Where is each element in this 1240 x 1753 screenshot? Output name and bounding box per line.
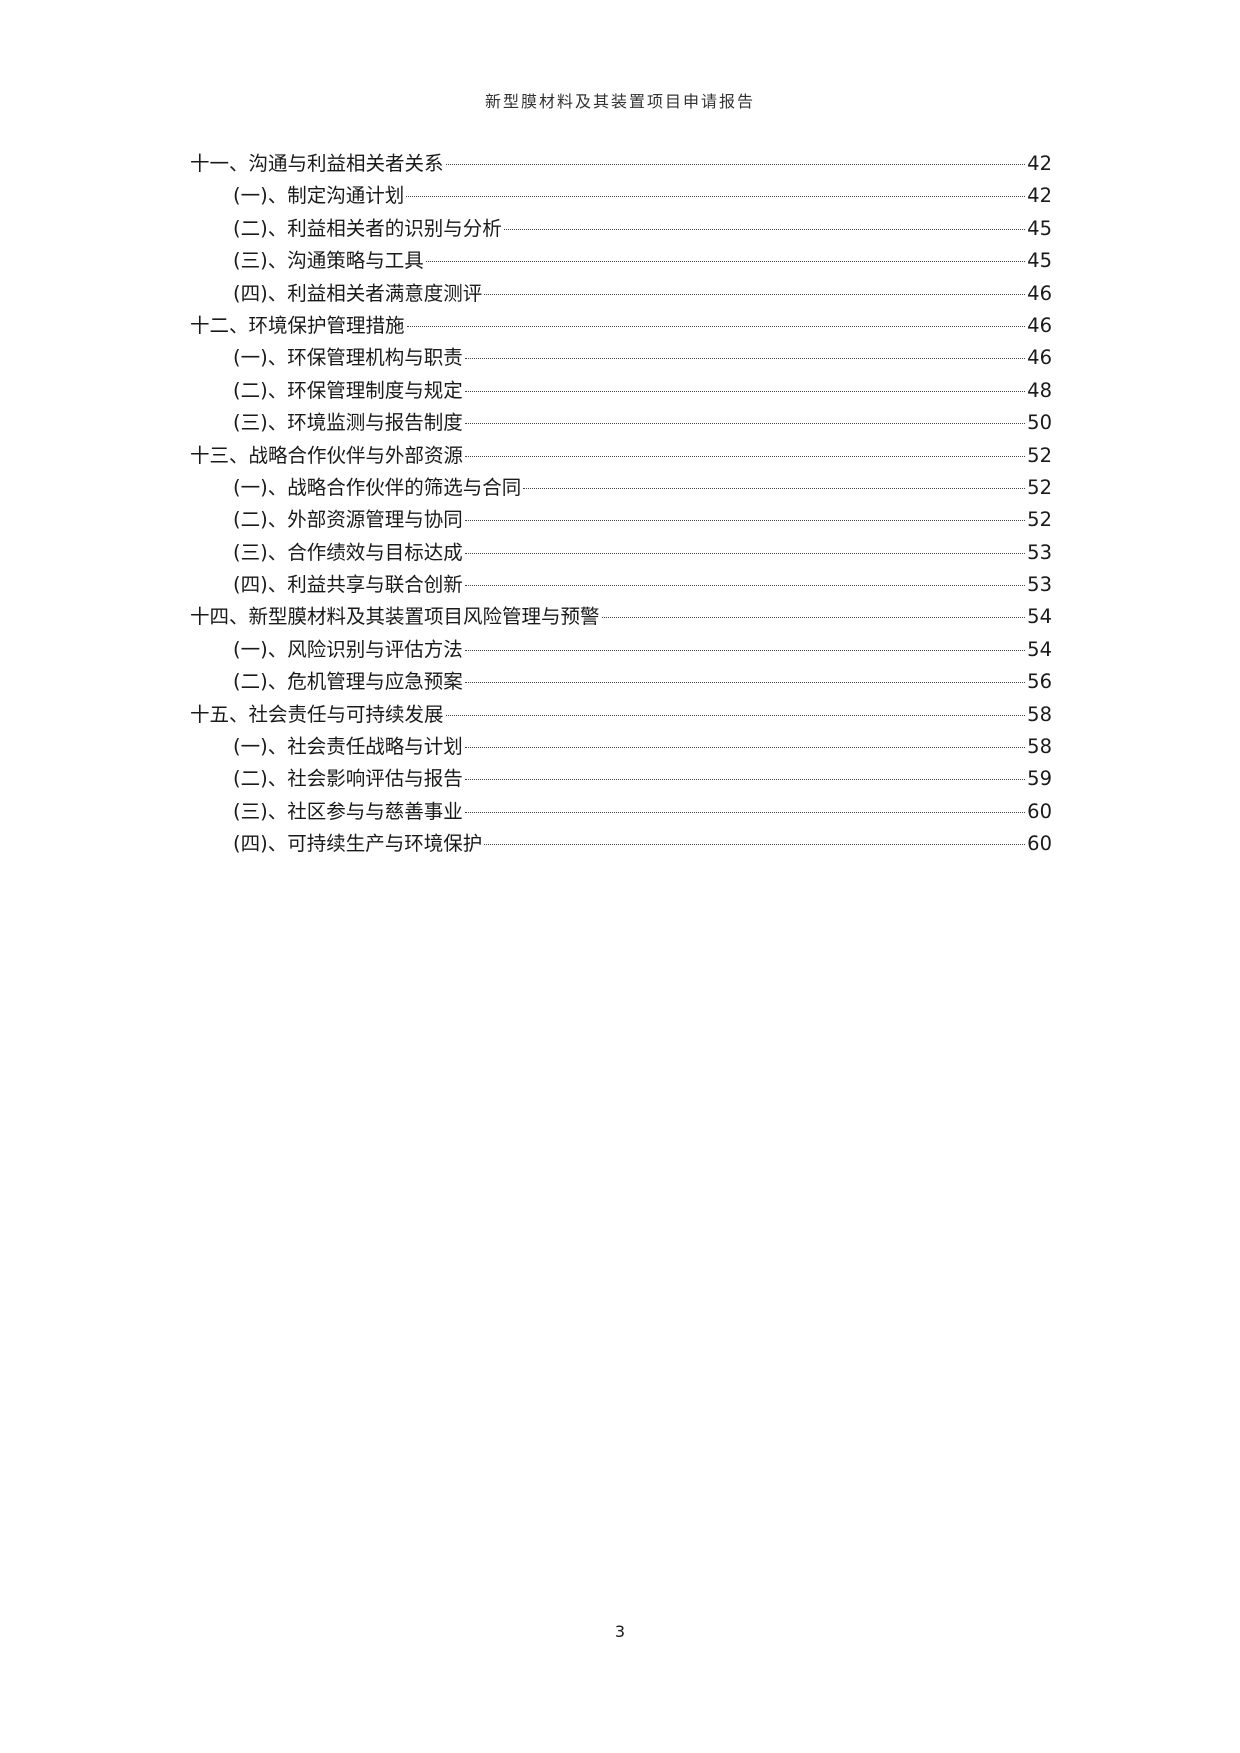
toc-entry[interactable]: (三)、社区参与与慈善事业 60 (190, 796, 1052, 828)
dot-leader (523, 487, 1026, 489)
dot-leader (503, 228, 1026, 230)
dot-leader (464, 358, 1026, 360)
toc-entry[interactable]: (一)、社会责任战略与计划 58 (190, 731, 1052, 763)
toc-entry-page: 50 (1027, 411, 1052, 435)
toc-entry-page: 46 (1027, 313, 1052, 337)
page-number: 3 (614, 1622, 626, 1641)
toc-entry-title: 十二、环境保护管理措施 (190, 313, 405, 337)
toc-entry-title: (四)、利益相关者满意度测评 (233, 281, 483, 305)
toc-entry-title: 十五、社会责任与可持续发展 (190, 702, 444, 726)
toc-entry[interactable]: (一)、战略合作伙伴的筛选与合同 52 (190, 472, 1052, 504)
toc-entry-page: 45 (1027, 216, 1052, 240)
toc-entry[interactable]: (四)、可持续生产与环境保护 60 (190, 828, 1052, 860)
dot-leader (484, 293, 1026, 295)
dot-leader (484, 844, 1026, 846)
toc-entry[interactable]: 十二、环境保护管理措施 46 (190, 310, 1052, 342)
dot-leader (464, 520, 1026, 522)
toc-entry-page: 46 (1027, 281, 1052, 305)
toc-entry-page: 59 (1027, 767, 1052, 791)
toc-entry-page: 42 (1027, 152, 1052, 175)
toc-entry[interactable]: 十四、新型膜材料及其装置项目风险管理与预警 54 (190, 601, 1052, 633)
toc-entry[interactable]: 十五、社会责任与可持续发展 58 (190, 699, 1052, 731)
toc-entry[interactable]: (一)、风险识别与评估方法 54 (190, 634, 1052, 666)
toc-entry[interactable]: (三)、环境监测与报告制度 50 (190, 407, 1052, 439)
toc-entry-title: (一)、风险识别与评估方法 (233, 637, 463, 661)
toc-entry-page: 46 (1027, 346, 1052, 370)
dot-leader (406, 325, 1026, 327)
dot-leader (464, 649, 1026, 651)
dot-leader (406, 196, 1026, 198)
dot-leader (601, 617, 1026, 619)
dot-leader (464, 811, 1026, 813)
toc-entry-page: 60 (1027, 799, 1052, 823)
toc-entry-title: (三)、社区参与与慈善事业 (233, 799, 463, 823)
toc-entry-page: 56 (1027, 670, 1052, 694)
toc-entry-title: (三)、合作绩效与目标达成 (233, 540, 463, 564)
toc-entry-title: (二)、外部资源管理与协同 (233, 508, 463, 532)
toc-entry-title: 十一、沟通与利益相关者关系 (190, 152, 444, 175)
dot-leader (464, 682, 1026, 684)
toc-entry[interactable]: (二)、利益相关者的识别与分析 45 (190, 213, 1052, 245)
dot-leader (464, 552, 1026, 554)
dot-leader (425, 261, 1026, 263)
toc-entry-title: (二)、危机管理与应急预案 (233, 670, 463, 694)
toc-entry[interactable]: (三)、沟通策略与工具 45 (190, 245, 1052, 277)
toc-entry[interactable]: (一)、环保管理机构与职责 46 (190, 342, 1052, 374)
toc-entry-title: (一)、制定沟通计划 (233, 184, 405, 208)
toc-entry-page: 54 (1027, 605, 1052, 629)
dot-leader (465, 455, 1026, 457)
toc-entry-title: (三)、沟通策略与工具 (233, 249, 424, 273)
toc-entry-page: 58 (1027, 735, 1052, 759)
running-header: 新型膜材料及其装置项目申请报告 (484, 92, 755, 111)
toc-entry-page: 60 (1027, 832, 1052, 856)
toc-entry[interactable]: (三)、合作绩效与目标达成 53 (190, 537, 1052, 569)
toc-entry[interactable]: (一)、制定沟通计划 42 (190, 180, 1052, 212)
toc-entry-page: 52 (1027, 443, 1052, 467)
toc-entry-title: (二)、环保管理制度与规定 (233, 378, 463, 402)
toc-entry[interactable]: (二)、社会影响评估与报告 59 (190, 763, 1052, 795)
toc-entry-page: 48 (1027, 378, 1052, 402)
toc-entry-title: (二)、利益相关者的识别与分析 (233, 216, 502, 240)
dot-leader (464, 747, 1026, 749)
dot-leader (464, 779, 1026, 781)
toc-entry-title: (一)、战略合作伙伴的筛选与合同 (233, 475, 522, 499)
toc-entry-page: 54 (1027, 637, 1052, 661)
toc-entry-page: 52 (1027, 508, 1052, 532)
toc-entry-title: (一)、社会责任战略与计划 (233, 735, 463, 759)
toc-entry-title: (一)、环保管理机构与职责 (233, 346, 463, 370)
toc-entry-title: 十三、战略合作伙伴与外部资源 (190, 443, 464, 467)
toc-entry[interactable]: (四)、利益共享与联合创新 53 (190, 569, 1052, 601)
toc-entry[interactable]: (二)、外部资源管理与协同 52 (190, 504, 1052, 536)
toc-entry-title: (三)、环境监测与报告制度 (233, 411, 463, 435)
toc-entry[interactable]: (二)、环保管理制度与规定 48 (190, 375, 1052, 407)
toc-entry-page: 42 (1027, 184, 1052, 208)
toc-entry[interactable]: 十一、沟通与利益相关者关系 42 (190, 148, 1052, 180)
toc-entry-title: 十四、新型膜材料及其装置项目风险管理与预警 (190, 605, 600, 629)
dot-leader (445, 164, 1026, 165)
toc-entry[interactable]: (二)、危机管理与应急预案 56 (190, 666, 1052, 698)
toc-entry-page: 58 (1027, 702, 1052, 726)
toc-entry-page: 53 (1027, 540, 1052, 564)
toc-entry-title: (四)、利益共享与联合创新 (233, 573, 463, 597)
toc-entry[interactable]: (四)、利益相关者满意度测评 46 (190, 278, 1052, 310)
table-of-contents: 十一、沟通与利益相关者关系 42 (一)、制定沟通计划 42 (二)、利益相关者的识别与… (190, 148, 1052, 861)
toc-entry-page: 45 (1027, 249, 1052, 273)
toc-entry-page: 53 (1027, 573, 1052, 597)
dot-leader (464, 423, 1026, 425)
toc-entry-title: (二)、社会影响评估与报告 (233, 767, 463, 791)
dot-leader (464, 390, 1026, 392)
dot-leader (464, 585, 1026, 587)
toc-entry-title: (四)、可持续生产与环境保护 (233, 832, 483, 856)
toc-entry[interactable]: 十三、战略合作伙伴与外部资源 52 (190, 440, 1052, 472)
dot-leader (445, 714, 1026, 716)
toc-entry-page: 52 (1027, 475, 1052, 499)
